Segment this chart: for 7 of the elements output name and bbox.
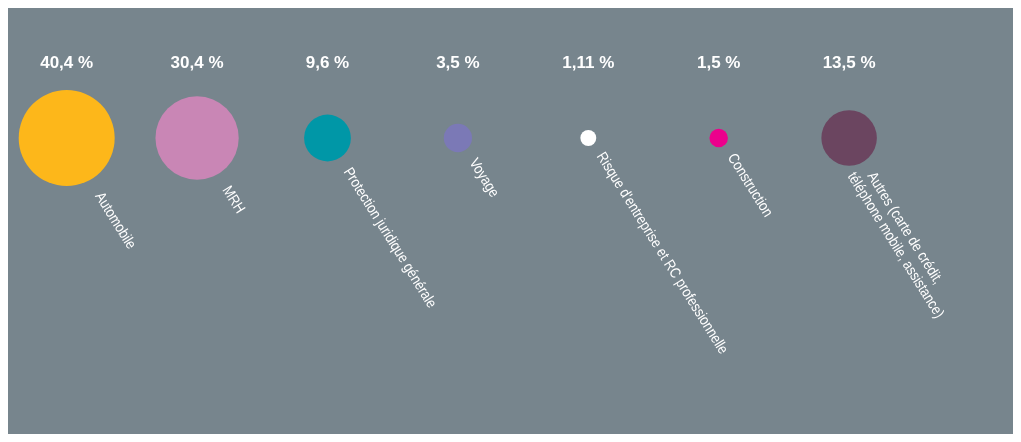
- data-label: 13,5 %: [822, 53, 876, 72]
- data-label: 3,5 %: [436, 53, 480, 72]
- data-label: 1,11 %: [562, 53, 615, 72]
- data-label: 40,4 %: [40, 53, 94, 72]
- data-label: 30,4 %: [170, 53, 224, 72]
- data-label: 9,6 %: [305, 53, 350, 72]
- data-label: 1,5 %: [696, 53, 741, 72]
